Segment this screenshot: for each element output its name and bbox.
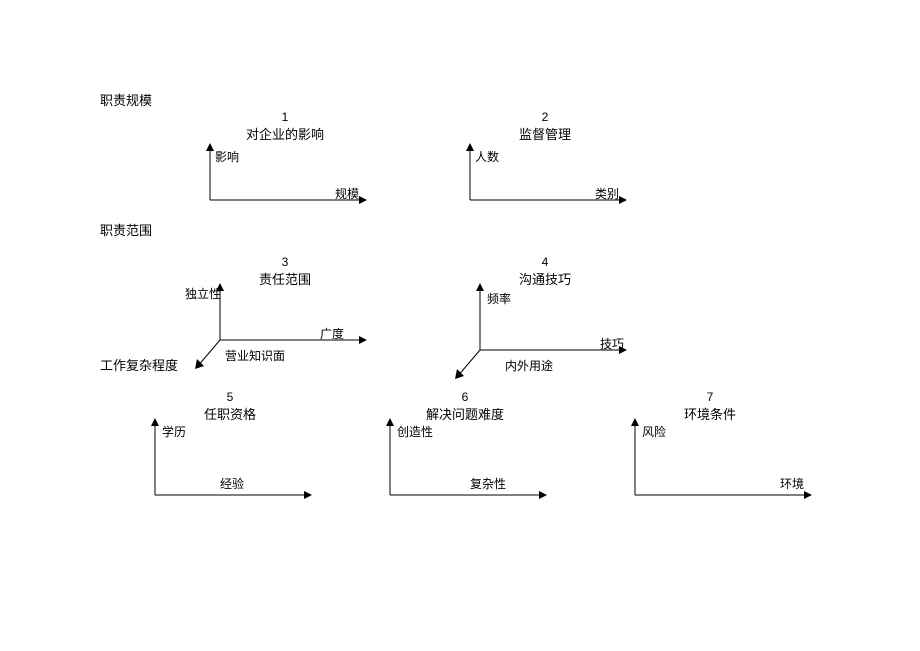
chart-6-y-label: 创造性	[397, 423, 433, 440]
section-label-2: 职责范围	[100, 220, 152, 239]
section-label-3: 工作复杂程度	[100, 355, 178, 374]
chart-3-y-label: 独立性	[185, 285, 221, 302]
chart-2-y-label: 人数	[475, 148, 499, 165]
chart-6-x-label: 复杂性	[470, 475, 506, 492]
chart-1-number: 1	[205, 110, 365, 124]
chart-7-number: 7	[630, 390, 790, 404]
chart-1-title: 对企业的影响	[205, 124, 365, 143]
chart-6-number: 6	[385, 390, 545, 404]
chart-5-number: 5	[150, 390, 310, 404]
chart-2-x-label: 类别	[595, 185, 619, 202]
chart-3-x-label: 广度	[320, 325, 344, 342]
chart-2-number: 2	[465, 110, 625, 124]
chart-4-x-label: 技巧	[600, 335, 624, 352]
chart-4-y-label: 频率	[487, 290, 511, 307]
chart-5-x-label: 经验	[220, 475, 244, 492]
chart-3-number: 3	[205, 255, 365, 269]
chart-4-number: 4	[465, 255, 625, 269]
chart-5-y-label: 学历	[162, 423, 186, 440]
chart-1-x-label: 规模	[335, 185, 359, 202]
section-label-1: 职责规模	[100, 90, 152, 109]
chart-2-title: 监督管理	[465, 124, 625, 143]
chart-7-y-label: 风险	[642, 423, 666, 440]
chart-7-x-label: 环境	[780, 475, 804, 492]
chart-4-z-label: 内外用途	[505, 357, 553, 374]
chart-1-y-label: 影响	[215, 148, 239, 165]
chart-3-z-label: 营业知识面	[225, 347, 285, 364]
